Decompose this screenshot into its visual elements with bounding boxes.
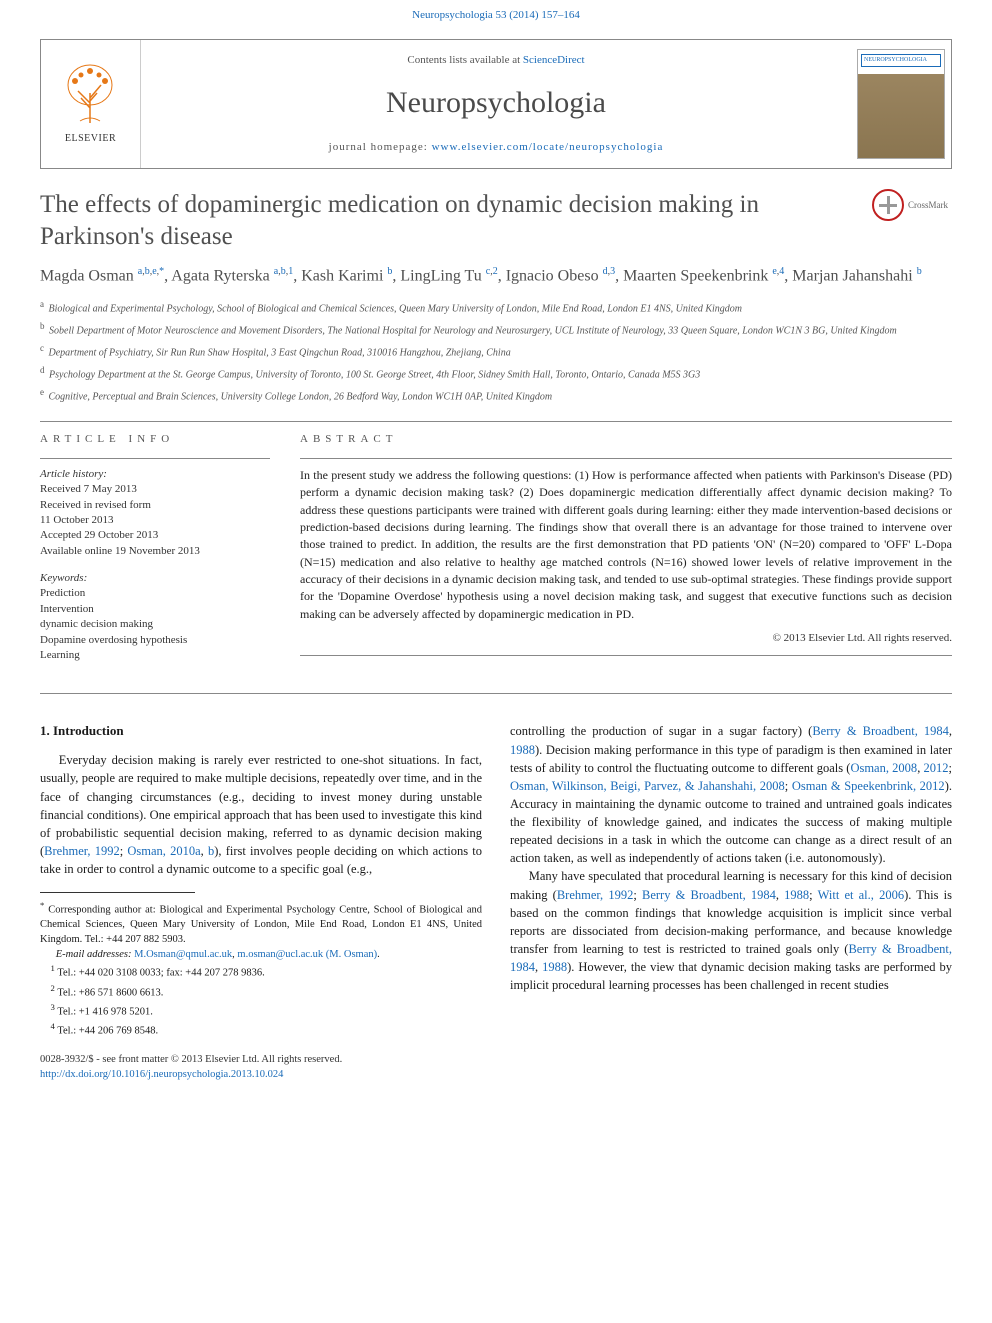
cover-title: NEUROPSYCHOLOGIA	[861, 54, 941, 66]
sciencedirect-link[interactable]: ScienceDirect	[523, 54, 585, 66]
citation-link[interactable]: Brehmer, 1992	[557, 888, 634, 902]
history-line: Accepted 29 October 2013	[40, 528, 270, 543]
footnote: 4 Tel.: +44 206 769 8548.	[40, 1020, 482, 1039]
elsevier-tree-icon	[63, 63, 118, 128]
citation-link[interactable]: 1988	[542, 960, 567, 974]
divider	[40, 421, 952, 422]
divider	[40, 693, 952, 694]
keyword: Dopamine overdosing hypothesis	[40, 633, 270, 648]
history-label: Article history:	[40, 467, 270, 482]
affiliation: c Department of Psychiatry, Sir Run Run …	[40, 342, 952, 360]
citation-link[interactable]: Berry & Broadbent, 1984	[510, 942, 952, 974]
divider	[300, 655, 952, 656]
journal-name: Neuropsychologia	[141, 82, 851, 124]
email-line: E-mail addresses: M.Osman@qmul.ac.uk, m.…	[40, 948, 482, 963]
divider	[40, 458, 270, 459]
article-info-column: article info Article history: Received 7…	[40, 432, 270, 675]
keyword: Learning	[40, 648, 270, 663]
abstract-heading: abstract	[300, 432, 952, 447]
crossmark-badge[interactable]: CrossMark	[872, 189, 952, 221]
elsevier-text: ELSEVIER	[65, 132, 116, 146]
body-paragraph: Many have speculated that procedural lea…	[510, 867, 952, 994]
abstract-text: In the present study we address the foll…	[300, 467, 952, 624]
citation-link[interactable]: b	[208, 844, 214, 858]
citation-link[interactable]: Berry & Broadbent, 1984	[812, 724, 949, 738]
article-history: Article history: Received 7 May 2013Rece…	[40, 467, 270, 559]
header-center: Contents lists available at ScienceDirec…	[141, 53, 851, 156]
citation-link[interactable]: 1988	[510, 743, 535, 757]
page-footer: 0028-3932/$ - see front matter © 2013 El…	[0, 1039, 992, 1102]
keywords-block: Keywords: PredictionInterventiondynamic …	[40, 571, 270, 663]
front-matter-line: 0028-3932/$ - see front matter © 2013 El…	[40, 1053, 342, 1068]
doi-link[interactable]: http://dx.doi.org/10.1016/j.neuropsychol…	[40, 1069, 283, 1080]
journal-cover-image: NEUROPSYCHOLOGIA	[857, 49, 945, 159]
citation-link[interactable]: Witt et al., 2006	[818, 888, 905, 902]
crossmark-icon	[872, 189, 904, 221]
history-line: Received in revised form	[40, 498, 270, 513]
affiliation: a Biological and Experimental Psychology…	[40, 298, 952, 316]
citation-link[interactable]: Osman, Wilkinson, Beigi, Parvez, & Jahan…	[510, 779, 785, 793]
journal-header: ELSEVIER Contents lists available at Sci…	[40, 39, 952, 169]
citation-link[interactable]: Osman & Speekenbrink, 2012	[792, 779, 945, 793]
footnote: 2 Tel.: +86 571 8600 6613.	[40, 982, 482, 1001]
contents-available-line: Contents lists available at ScienceDirec…	[141, 53, 851, 68]
footer-left: 0028-3932/$ - see front matter © 2013 El…	[40, 1053, 342, 1082]
history-line: Available online 19 November 2013	[40, 544, 270, 559]
keyword: dynamic decision making	[40, 617, 270, 632]
email-link[interactable]: M.Osman@qmul.ac.uk	[134, 949, 232, 960]
crossmark-label: CrossMark	[908, 199, 948, 212]
affiliation: b Sobell Department of Motor Neuroscienc…	[40, 320, 952, 338]
footnotes-block: * Corresponding author at: Biological an…	[40, 892, 482, 1039]
citation-link[interactable]: Brehmer, 1992	[44, 844, 120, 858]
citation-link[interactable]: Osman, 2008	[850, 761, 917, 775]
body-paragraph: Everyday decision making is rarely ever …	[40, 751, 482, 878]
section-heading: 1. Introduction	[40, 722, 482, 741]
abstract-copyright: © 2013 Elsevier Ltd. All rights reserved…	[300, 631, 952, 646]
citation-link[interactable]: 2012	[924, 761, 949, 775]
history-line: 11 October 2013	[40, 513, 270, 528]
keywords-label: Keywords:	[40, 571, 270, 586]
journal-homepage-line: journal homepage: www.elsevier.com/locat…	[141, 140, 851, 155]
keyword: Prediction	[40, 586, 270, 601]
top-journal-link[interactable]: Neuropsychologia 53 (2014) 157–164	[0, 0, 992, 31]
keyword: Intervention	[40, 602, 270, 617]
corresponding-author-note: * Corresponding author at: Biological an…	[40, 899, 482, 948]
journal-homepage-link[interactable]: www.elsevier.com/locate/neuropsychologia	[432, 141, 664, 153]
history-line: Received 7 May 2013	[40, 482, 270, 497]
authors-line: Magda Osman a,b,e,*, Agata Ryterska a,b,…	[40, 264, 952, 288]
email-link[interactable]: m.osman@ucl.ac.uk (M. Osman)	[237, 949, 377, 960]
body-paragraph: controlling the production of sugar in a…	[510, 722, 952, 867]
journal-cover: NEUROPSYCHOLOGIA	[851, 40, 951, 168]
citation-link[interactable]: Osman, 2010a	[127, 844, 200, 858]
affiliation: e Cognitive, Perceptual and Brain Scienc…	[40, 386, 952, 404]
footnote: 1 Tel.: +44 020 3108 0033; fax: +44 207 …	[40, 962, 482, 981]
abstract-column: abstract In the present study we address…	[300, 432, 952, 675]
divider	[300, 458, 952, 459]
article-title: The effects of dopaminergic medication o…	[40, 189, 852, 252]
citation-link[interactable]: 1988	[784, 888, 809, 902]
article-info-heading: article info	[40, 432, 270, 447]
footnote: 3 Tel.: +1 416 978 5201.	[40, 1001, 482, 1020]
citation-link[interactable]: Berry & Broadbent, 1984	[642, 888, 776, 902]
elsevier-logo[interactable]: ELSEVIER	[41, 40, 141, 168]
affiliation: d Psychology Department at the St. Georg…	[40, 364, 952, 382]
